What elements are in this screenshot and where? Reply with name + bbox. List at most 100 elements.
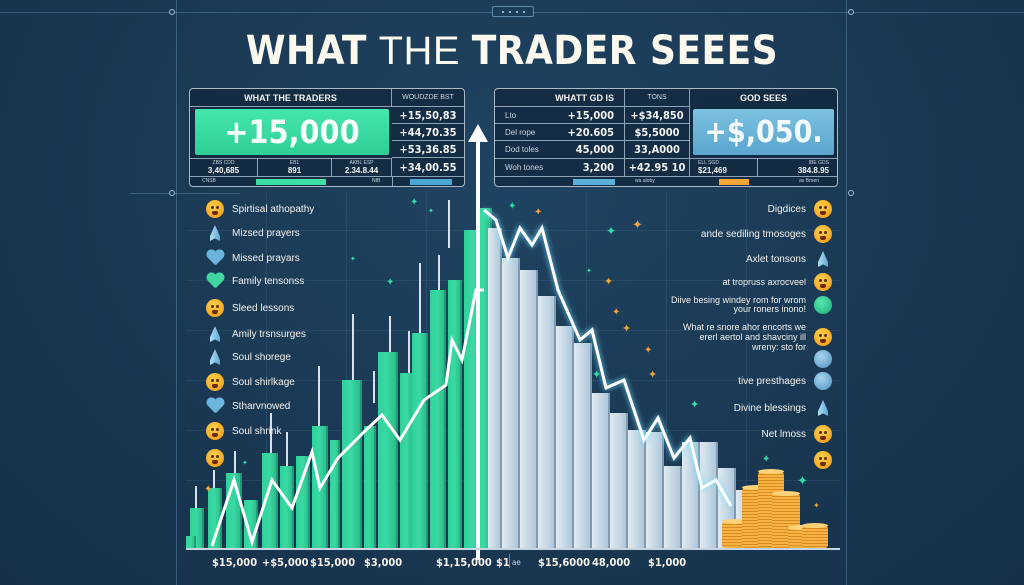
trader-side-value-4: +34,00.55 bbox=[392, 158, 464, 177]
praying-hands-icon bbox=[814, 399, 832, 417]
list-item: Amily trsnsurges bbox=[206, 325, 306, 343]
list-item: Digdices bbox=[768, 200, 832, 218]
sparkle-icon: ✦ bbox=[797, 473, 808, 488]
god-footer-mid: wa aloby bbox=[635, 178, 655, 184]
list-item: Sleed lessons bbox=[206, 299, 294, 317]
list-item: Net lmoss bbox=[762, 425, 832, 443]
bar-wick bbox=[234, 451, 236, 473]
god-sub-divider bbox=[690, 158, 837, 159]
x-tick-divider bbox=[509, 554, 510, 568]
sparkle-icon: ✦ bbox=[508, 201, 517, 212]
title-word-trader-sees: TRADER SEEES bbox=[471, 28, 779, 74]
gain-bar bbox=[262, 453, 278, 548]
bar-wick bbox=[389, 316, 391, 352]
sparkle-icon: ✦ bbox=[648, 369, 658, 381]
list-item: ande sediling tmosoges bbox=[701, 225, 832, 243]
god-row-4-value2: +42.95 10 bbox=[625, 159, 690, 177]
sparkle-icon: ✦ bbox=[410, 197, 419, 208]
god-row-1-value2: +$34,850 bbox=[625, 107, 690, 124]
x-tick-label: ae bbox=[512, 558, 521, 567]
trader-side-header: WOUDZDE BST bbox=[392, 89, 464, 107]
trader-side-value-3: +53,36.85 bbox=[392, 141, 464, 158]
rising-trend-line bbox=[210, 288, 484, 548]
list-item: Misѕed prayars bbox=[206, 250, 300, 266]
sparkle-icon: ✦ bbox=[386, 277, 395, 288]
god-sees-header: GOD SEES bbox=[739, 93, 787, 103]
god-row-3: Dod toles 45,000 bbox=[495, 141, 625, 159]
x-tick-label: $15,000 bbox=[310, 556, 356, 569]
gain-bar bbox=[342, 380, 362, 548]
trader-sub-cell-1: ZBS CDD 3,40,685 bbox=[190, 159, 258, 177]
face-icon bbox=[814, 273, 832, 291]
face-icon bbox=[206, 422, 224, 440]
gain-bar bbox=[186, 536, 196, 548]
face-icon bbox=[206, 373, 224, 391]
bar-wick bbox=[318, 366, 320, 426]
sparkle-icon: ✦ bbox=[622, 323, 632, 335]
grid-line bbox=[266, 190, 267, 548]
blue-heart-icon bbox=[206, 250, 224, 266]
x-tick-label: $15,6000 bbox=[538, 556, 590, 569]
sparkle-icon: ✦ bbox=[632, 217, 643, 232]
sparkle-icon: ✦ bbox=[604, 276, 614, 288]
face-icon bbox=[814, 425, 832, 443]
up-arrow-icon bbox=[468, 124, 488, 142]
loss-bar bbox=[574, 343, 592, 548]
trader-stats-panel: WHAT THE TRADERS WOUDZDE BST +15,000 +15… bbox=[189, 88, 465, 187]
frame-knob-tl bbox=[169, 9, 175, 15]
gain-bar bbox=[412, 333, 428, 548]
loss-bar bbox=[538, 296, 556, 548]
x-tick-label: +$5,000 bbox=[262, 556, 309, 569]
bar-wick bbox=[419, 263, 421, 333]
grid-line bbox=[186, 230, 840, 231]
sparkle-icon: ✦ bbox=[690, 399, 700, 411]
god-stats-panel: WHATT GD IS TONS GOD SEES Lto +15,000 +$… bbox=[494, 88, 838, 187]
loss-bar bbox=[610, 413, 628, 548]
trader-footer-left: CNSB bbox=[202, 178, 216, 184]
praying-hands-icon bbox=[206, 325, 224, 343]
sparkle-icon: ✦ bbox=[534, 207, 543, 218]
gain-bar bbox=[430, 290, 446, 548]
frame-knob-br bbox=[848, 190, 854, 196]
list-item: Axlet tonsons bbox=[746, 250, 832, 268]
gain-bar bbox=[296, 456, 310, 548]
praying-hands-icon bbox=[206, 348, 224, 366]
frame-knob-bl bbox=[169, 190, 175, 196]
trader-big-value: +15,000 bbox=[224, 113, 360, 151]
sparkle-icon: ✦ bbox=[762, 454, 771, 465]
trader-footer-blue-bar bbox=[410, 179, 452, 185]
list-item: Stharvnowed bbox=[206, 398, 290, 414]
list-item: Soul shorege bbox=[206, 348, 291, 366]
god-col2-header: TONS bbox=[625, 89, 690, 107]
bar-wick bbox=[213, 470, 215, 488]
list-item bbox=[206, 449, 232, 467]
list-item: Soul shirlkage bbox=[206, 373, 295, 391]
page-title: WHAT THE TRADER SEEES bbox=[0, 28, 1024, 74]
god-footer-right: as Broen bbox=[799, 178, 820, 184]
god-footer-orange-bar bbox=[719, 179, 749, 185]
frame-line-right bbox=[846, 0, 847, 585]
list-item: Family tensonss bbox=[206, 273, 304, 289]
god-big-value: +$,050. bbox=[704, 114, 823, 150]
god-sub-cell-1: ELL SGD $21,469 bbox=[690, 159, 758, 177]
bar-wick bbox=[195, 486, 197, 508]
god-row-4: Woh tones 3,200 bbox=[495, 159, 625, 177]
bar-wick bbox=[448, 200, 450, 248]
blue-heart-icon bbox=[206, 398, 224, 414]
praying-hands-icon bbox=[814, 250, 832, 268]
face-icon bbox=[206, 449, 224, 467]
trader-sub-cell-2: EB1 891 bbox=[258, 159, 332, 177]
grid-line bbox=[746, 190, 747, 548]
sparkle-icon: ✦ bbox=[204, 484, 213, 495]
face-icon bbox=[814, 225, 832, 243]
green-face-icon bbox=[814, 296, 832, 314]
god-panel-header: WHATT GD IS bbox=[495, 89, 625, 107]
sparkle-icon: ✦ bbox=[428, 208, 434, 215]
sparkle-icon: ✦ bbox=[350, 256, 356, 263]
drag-handle[interactable] bbox=[492, 6, 534, 17]
god-row-3-value2: 33,A000 bbox=[625, 141, 690, 159]
trader-big-value-box: +15,000 bbox=[195, 109, 389, 155]
list-item bbox=[806, 350, 832, 368]
trader-footer-green-bar bbox=[256, 179, 326, 185]
trader-panel-header: WHAT THE TRADERS bbox=[190, 89, 392, 107]
